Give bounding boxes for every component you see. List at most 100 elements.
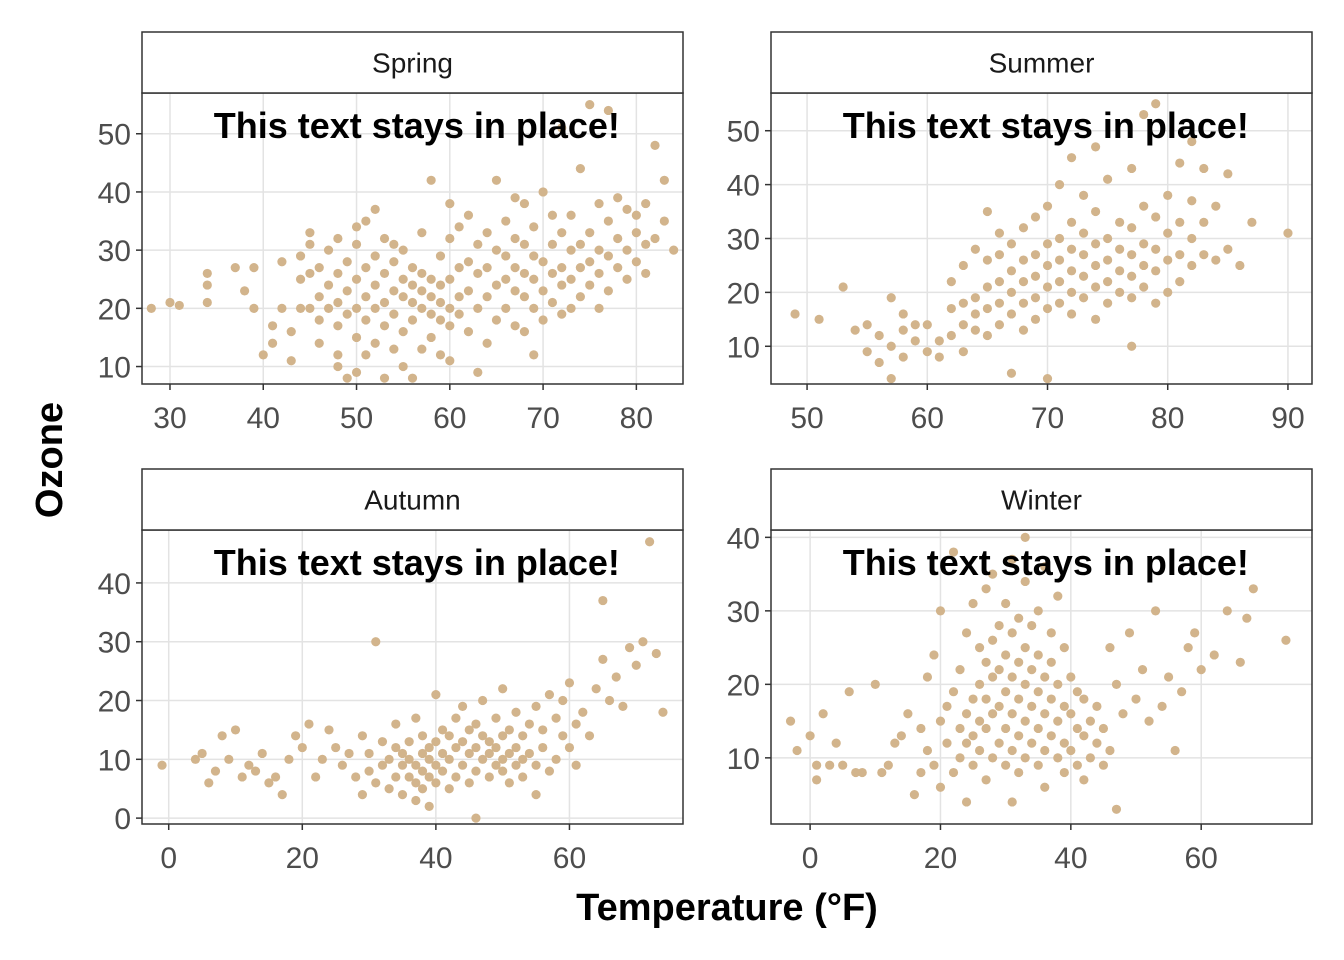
data-point xyxy=(204,778,214,788)
data-point xyxy=(994,620,1004,631)
data-point xyxy=(812,760,822,770)
data-point xyxy=(277,790,287,800)
data-point xyxy=(594,245,604,255)
data-point xyxy=(1066,153,1077,163)
data-point xyxy=(968,694,978,704)
data-point xyxy=(384,784,394,794)
data-point xyxy=(529,350,539,360)
data-point xyxy=(551,713,561,723)
data-point xyxy=(982,255,993,265)
data-point xyxy=(1127,163,1137,174)
annotation-text: This text stays in place! xyxy=(214,105,620,146)
data-point xyxy=(146,303,156,313)
data-point xyxy=(417,344,427,354)
data-point xyxy=(874,330,884,341)
data-point xyxy=(935,782,946,792)
facet-strip-label: Winter xyxy=(1001,485,1082,516)
data-point xyxy=(814,314,824,324)
y-tick-label: 40 xyxy=(98,177,131,210)
data-point xyxy=(370,204,380,214)
data-point xyxy=(547,268,558,279)
data-point xyxy=(1059,643,1069,653)
data-point xyxy=(1127,223,1137,233)
data-point xyxy=(547,239,558,249)
data-point xyxy=(968,598,978,609)
data-point xyxy=(333,268,343,279)
data-point xyxy=(575,164,585,174)
data-point xyxy=(491,315,502,325)
data-point xyxy=(1042,201,1053,211)
data-point xyxy=(618,701,628,712)
data-point xyxy=(961,628,972,638)
data-point xyxy=(538,286,548,296)
data-point xyxy=(435,315,446,325)
data-point xyxy=(651,648,661,659)
data-point xyxy=(1006,239,1017,249)
data-point xyxy=(379,321,390,331)
data-point xyxy=(994,298,1005,308)
data-point xyxy=(377,737,388,747)
data-point xyxy=(370,338,380,348)
data-point xyxy=(1105,643,1115,653)
data-point xyxy=(1014,731,1024,741)
data-point xyxy=(645,537,655,547)
data-point xyxy=(594,198,604,209)
data-point xyxy=(584,731,595,741)
data-point xyxy=(1209,650,1219,660)
data-point xyxy=(1078,190,1089,200)
data-point xyxy=(404,754,414,764)
data-point xyxy=(471,742,481,753)
data-point xyxy=(1001,598,1011,609)
data-point xyxy=(1281,635,1291,645)
data-point xyxy=(1020,753,1030,763)
data-point xyxy=(988,635,998,645)
data-point xyxy=(551,754,561,764)
data-point xyxy=(454,222,464,232)
data-point xyxy=(1079,731,1089,741)
data-point xyxy=(1046,694,1056,704)
data-point xyxy=(883,760,893,770)
x-tick-label: 0 xyxy=(802,842,819,875)
data-point xyxy=(1066,266,1077,276)
data-point xyxy=(519,239,530,249)
data-point xyxy=(504,725,514,735)
data-point xyxy=(1177,687,1187,697)
y-tick-label: 20 xyxy=(727,277,760,310)
data-point xyxy=(407,373,418,383)
data-point xyxy=(471,719,481,729)
y-tick-label: 10 xyxy=(727,331,760,364)
data-point xyxy=(571,760,581,770)
y-tick-label: 30 xyxy=(727,224,760,257)
data-point xyxy=(364,748,374,759)
data-point xyxy=(464,748,474,759)
data-point xyxy=(417,228,427,238)
data-point xyxy=(333,321,343,331)
data-point xyxy=(1042,239,1053,249)
data-point xyxy=(981,723,991,734)
data-point xyxy=(258,350,268,360)
data-point xyxy=(435,251,446,261)
data-point xyxy=(851,767,861,778)
data-point xyxy=(1053,716,1063,726)
x-axis-title: Temperature (°F) xyxy=(576,887,878,929)
data-point xyxy=(874,357,884,368)
data-point xyxy=(557,123,567,133)
data-point xyxy=(444,731,454,741)
data-point xyxy=(351,274,362,284)
data-point xyxy=(424,754,434,764)
data-point xyxy=(323,280,334,290)
data-point xyxy=(1054,180,1065,190)
y-tick-label: 40 xyxy=(727,170,760,203)
data-point xyxy=(1033,760,1043,770)
data-point xyxy=(1053,679,1063,689)
data-point xyxy=(457,760,468,770)
data-point xyxy=(491,742,501,753)
data-point xyxy=(1054,233,1065,244)
data-point xyxy=(370,303,380,313)
facet-summer: Summer This text stays in place! 50 60 70 80 9… xyxy=(727,31,1313,435)
data-point xyxy=(202,268,212,279)
data-point xyxy=(519,268,530,279)
data-point xyxy=(982,282,993,292)
data-point xyxy=(557,263,567,273)
data-point xyxy=(1018,255,1029,265)
